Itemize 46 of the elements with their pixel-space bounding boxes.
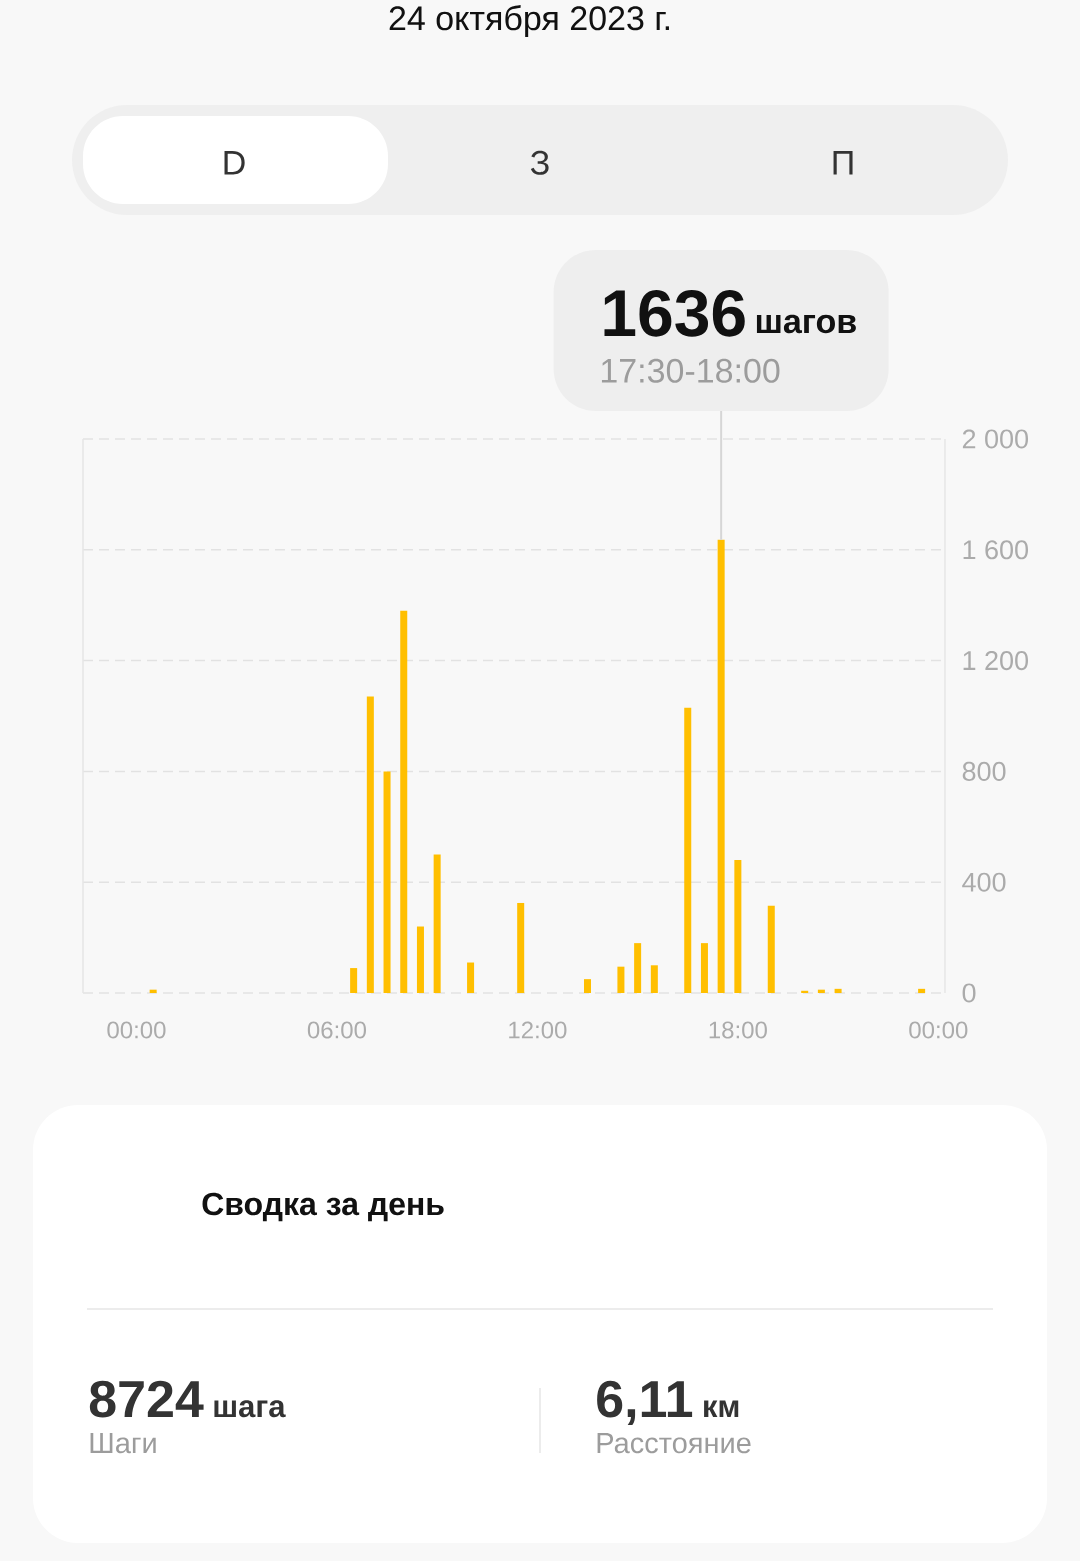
- bar: [918, 988, 926, 993]
- x-tick-label: 18:00: [709, 1021, 767, 1039]
- y-tick-label: 0: [962, 983, 976, 1003]
- x-tick-label: 12:00: [509, 1021, 567, 1039]
- bar: [700, 943, 708, 993]
- text: D: [224, 151, 245, 175]
- bar: [366, 696, 374, 993]
- bar: [433, 854, 441, 993]
- text: км: [704, 1400, 739, 1417]
- y-tick-label: 1 200: [963, 651, 1029, 671]
- text: шагов: [756, 314, 856, 334]
- text: 17:30-18:00: [601, 358, 780, 383]
- bar: [416, 926, 424, 993]
- text: Сводка за день: [202, 1192, 444, 1222]
- y-tick-label: 400: [962, 872, 1006, 892]
- text: шага: [214, 1400, 286, 1418]
- bar: [149, 989, 157, 993]
- text: 8724: [89, 1380, 204, 1418]
- bar: [684, 707, 692, 993]
- y-tick-label: 1 600: [963, 540, 1029, 560]
- y-tick-label: 2 000: [962, 429, 1029, 449]
- bar: [767, 905, 775, 993]
- bar: [350, 968, 358, 993]
- bar: [584, 979, 592, 993]
- bar: [717, 539, 725, 993]
- text: 6,11: [597, 1380, 693, 1426]
- bar: [834, 988, 842, 993]
- bar: [467, 962, 475, 993]
- bar: [817, 989, 825, 993]
- bar: [517, 902, 525, 993]
- bar: [383, 771, 391, 993]
- bar: [400, 610, 408, 993]
- y-tick-label: 800: [962, 761, 1006, 781]
- text: З: [530, 150, 549, 175]
- x-tick-label: 00:00: [909, 1021, 968, 1039]
- text: Расстояние: [597, 1433, 751, 1454]
- chart-title: 24 октября 2023 г.: [389, 5, 669, 38]
- x-tick-label: 06:00: [307, 1021, 366, 1039]
- text: П: [833, 151, 853, 175]
- bar: [734, 860, 742, 993]
- text: Шаги: [90, 1433, 156, 1454]
- bar: [634, 943, 642, 993]
- annotation: 1636: [604, 289, 745, 337]
- bar: [650, 965, 658, 993]
- x-tick-label: 00:00: [107, 1021, 166, 1039]
- bar: [617, 966, 625, 993]
